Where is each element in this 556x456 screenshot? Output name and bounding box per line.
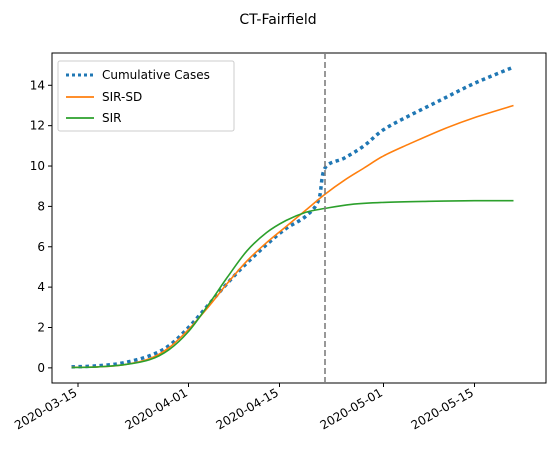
series-line-cumulative-cases (71, 65, 515, 369)
chart-title: CT-Fairfield (239, 12, 316, 28)
y-tick-label: 4 (37, 280, 45, 294)
y-tick-label: 12 (30, 119, 45, 133)
series-line-sir (71, 199, 514, 369)
plot-area-frame (51, 52, 547, 384)
x-tick-label: 2020-05-01 (318, 385, 385, 432)
legend: Cumulative Cases SIR-SD SIR (57, 60, 235, 132)
x-tick-label: 2020-04-01 (123, 385, 190, 432)
x-tick-label: 2020-04-15 (214, 385, 281, 432)
y-tick-label: 8 (37, 199, 45, 213)
y-tick-label: 10 (30, 159, 45, 173)
y-tick-label: 14 (30, 78, 45, 92)
y-tick-label: 2 (37, 320, 45, 334)
legend-label-sir: SIR (102, 111, 122, 125)
series-line-sir-sd (71, 104, 514, 369)
y-tick-label: 0 (37, 361, 45, 375)
x-tick-label: 2020-03-15 (12, 385, 79, 432)
y-axis: 0 2 4 6 8 10 12 14 (30, 78, 52, 375)
legend-label-cumulative-cases: Cumulative Cases (102, 68, 210, 82)
legend-label-sir-sd: SIR-SD (102, 90, 142, 104)
x-tick-label: 2020-05-15 (409, 385, 476, 432)
legend-box (57, 60, 235, 132)
x-axis: 2020-03-15 2020-04-01 2020-04-15 2020-05-01… (12, 383, 476, 432)
series-lines (71, 65, 515, 369)
y-tick-label: 6 (37, 240, 45, 254)
